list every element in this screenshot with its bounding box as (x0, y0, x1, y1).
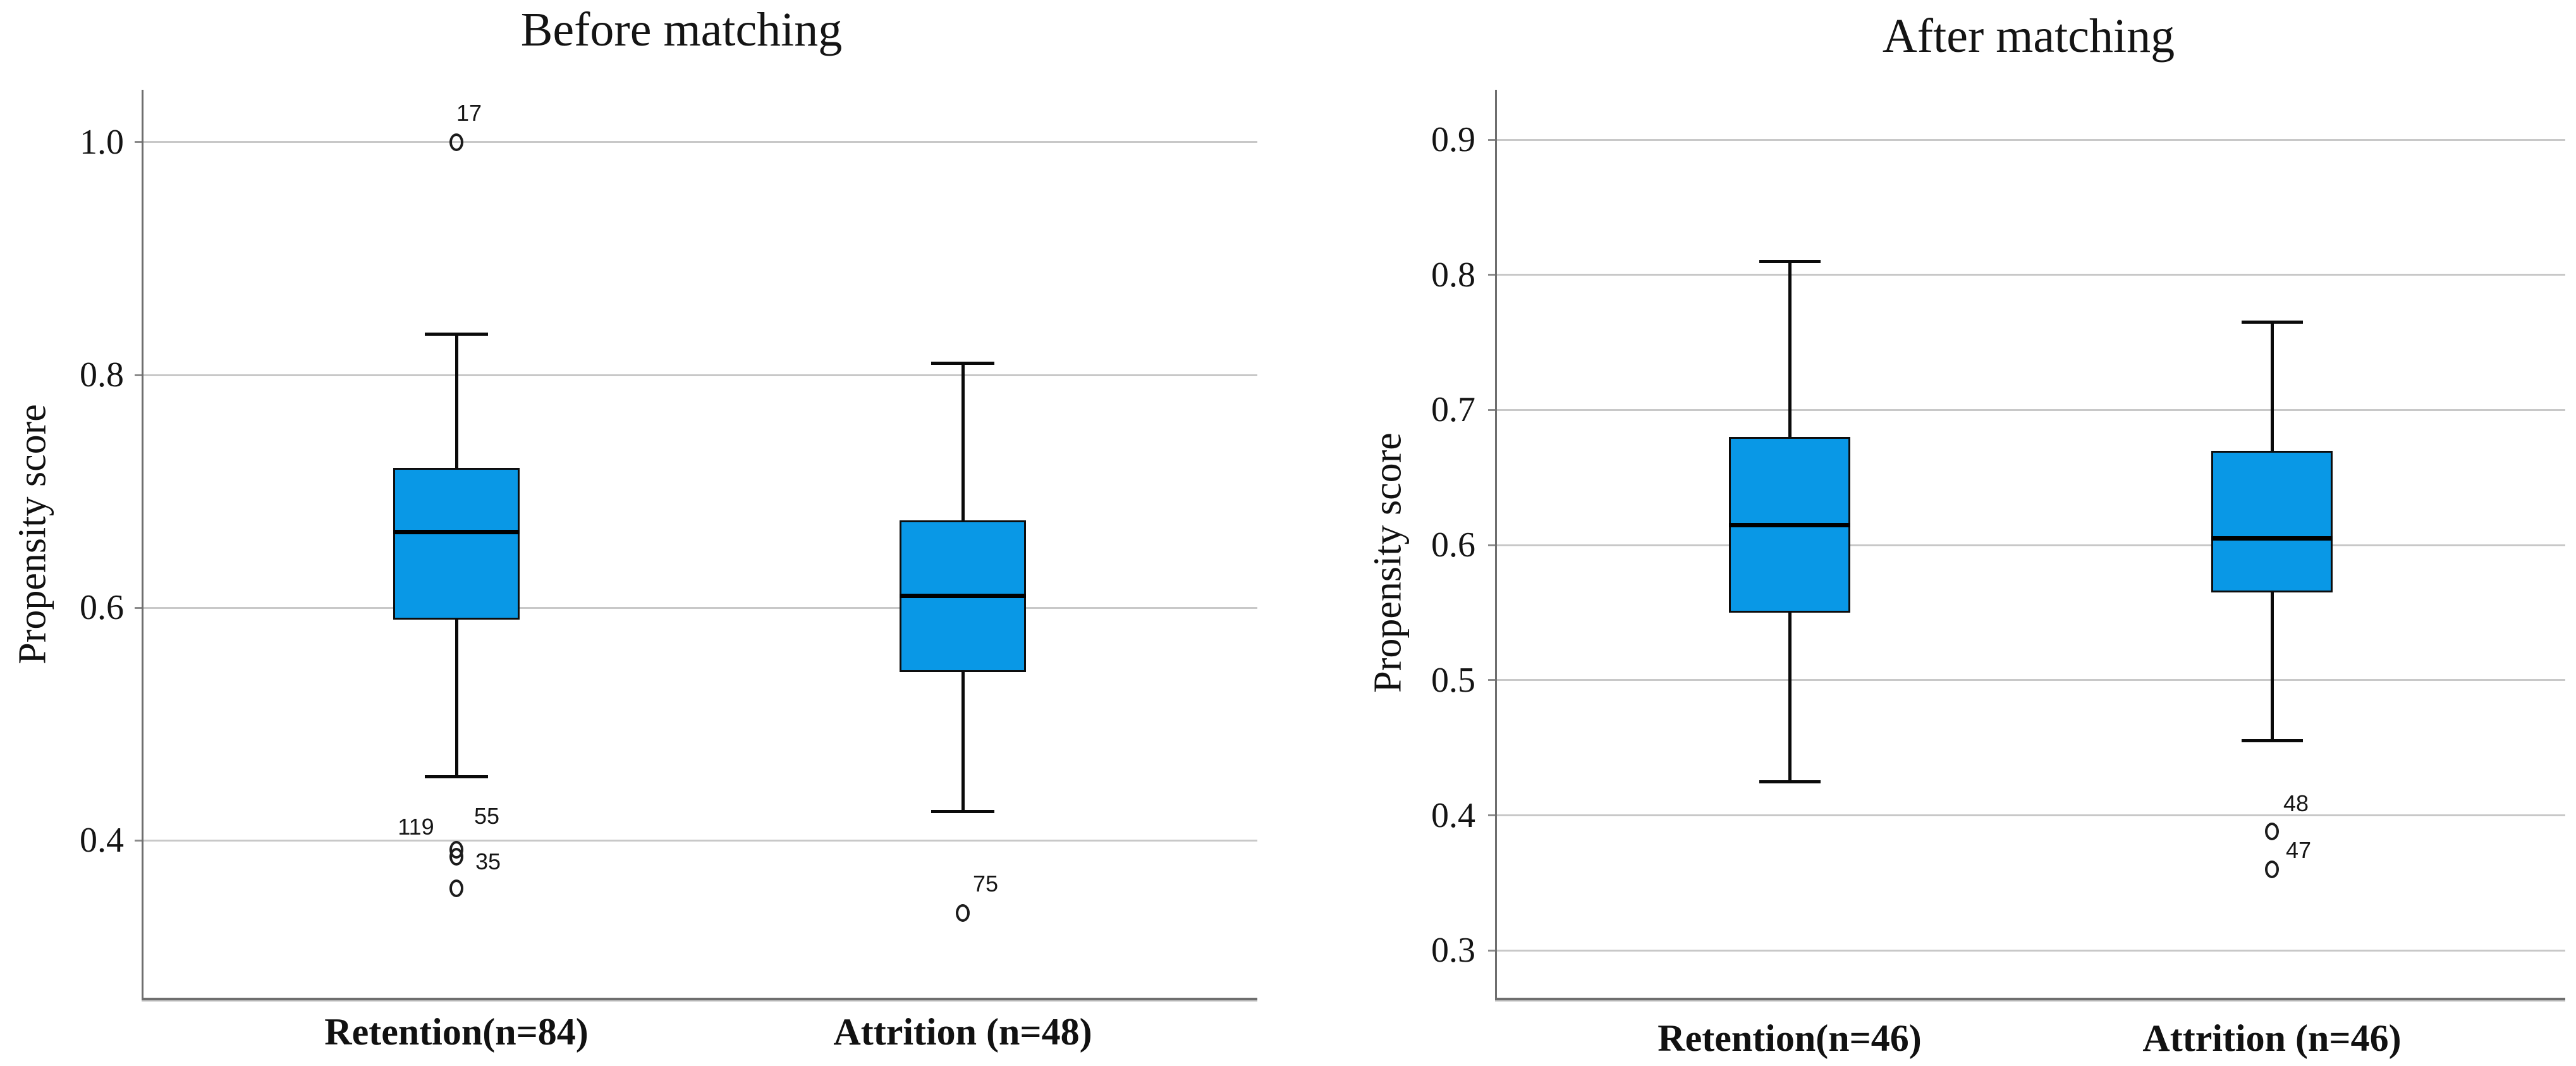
outlier-label: 55 (473, 803, 500, 830)
whisker-cap-bottom (2241, 739, 2303, 743)
whisker-cap-top (425, 333, 488, 336)
y-tickmark (1488, 544, 1497, 546)
whisker-cap-top (2241, 321, 2303, 324)
median-line (1729, 522, 1850, 527)
x-axis-line (142, 998, 1257, 1002)
median-line (2211, 536, 2333, 541)
y-tick-label: 0.3 (1431, 931, 1475, 971)
y-tick-label: 0.9 (1431, 120, 1475, 160)
y-axis-label: Propensity score (1366, 432, 1410, 693)
y-gridline (143, 374, 1257, 376)
median-line (393, 530, 520, 535)
y-tickmark (135, 374, 143, 376)
outlier-label: 35 (475, 848, 501, 874)
box-iqr (393, 468, 520, 620)
y-tickmark (1488, 138, 1497, 141)
outlier-circle (449, 848, 463, 866)
y-tick-label: 0.5 (1431, 660, 1475, 700)
y-gridline (1497, 544, 2565, 546)
y-gridline (1497, 274, 2565, 276)
y-axis-label: Propensity score (11, 404, 54, 665)
y-tick-label: 0.6 (80, 588, 124, 628)
outlier-circle (2265, 860, 2279, 878)
category-label: Attrition (n=48) (833, 1011, 1092, 1053)
y-gridline (143, 606, 1257, 609)
category-label: Retention(n=46) (1657, 1017, 1922, 1059)
outlier-label: 119 (398, 814, 434, 840)
y-gridline (1497, 408, 2565, 411)
y-tick-label: 0.4 (1431, 795, 1475, 835)
whisker-cap-top (1759, 259, 1821, 263)
y-tickmark (135, 839, 143, 842)
outlier-label: 17 (456, 99, 482, 126)
outlier-circle (449, 879, 463, 897)
panel-title: After matching (1882, 9, 2175, 63)
y-tick-label: 0.6 (1431, 525, 1475, 565)
y-tickmark (135, 606, 143, 609)
y-tickmark (135, 141, 143, 144)
outlier-label: 48 (2283, 790, 2309, 817)
y-tick-label: 0.8 (80, 355, 124, 395)
y-tick-label: 0.4 (80, 821, 124, 861)
box-iqr (2211, 450, 2333, 592)
whisker-cap-bottom (425, 775, 488, 778)
median-line (900, 594, 1026, 599)
y-tickmark (1488, 814, 1497, 817)
panel-title: Before matching (520, 3, 843, 56)
whisker-cap-bottom (1759, 780, 1821, 783)
y-gridline (143, 839, 1257, 842)
y-tickmark (1488, 949, 1497, 952)
outlier-circle (956, 904, 970, 922)
y-gridline (1497, 679, 2565, 682)
whisker-cap-bottom (931, 809, 994, 813)
whisker-cap-top (931, 362, 994, 365)
y-tickmark (1488, 408, 1497, 411)
y-tickmark (1488, 274, 1497, 276)
category-label: Retention(n=84) (324, 1011, 589, 1053)
y-axis-line (1495, 90, 1497, 998)
outlier-label: 47 (2285, 836, 2312, 863)
y-tick-label: 0.8 (1431, 255, 1475, 295)
y-gridline (143, 141, 1257, 144)
outlier-circle (2265, 823, 2279, 841)
y-gridline (1497, 138, 2565, 141)
outlier-circle (449, 133, 463, 151)
y-tick-label: 0.7 (1431, 390, 1475, 430)
y-gridline (1497, 814, 2565, 817)
y-tickmark (1488, 679, 1497, 682)
x-axis-line (1495, 998, 2565, 1002)
y-gridline (1497, 949, 2565, 952)
outlier-label: 75 (972, 870, 999, 897)
category-label: Attrition (n=46) (2142, 1017, 2402, 1059)
y-tick-label: 1.0 (80, 122, 124, 162)
y-axis-line (142, 90, 143, 998)
